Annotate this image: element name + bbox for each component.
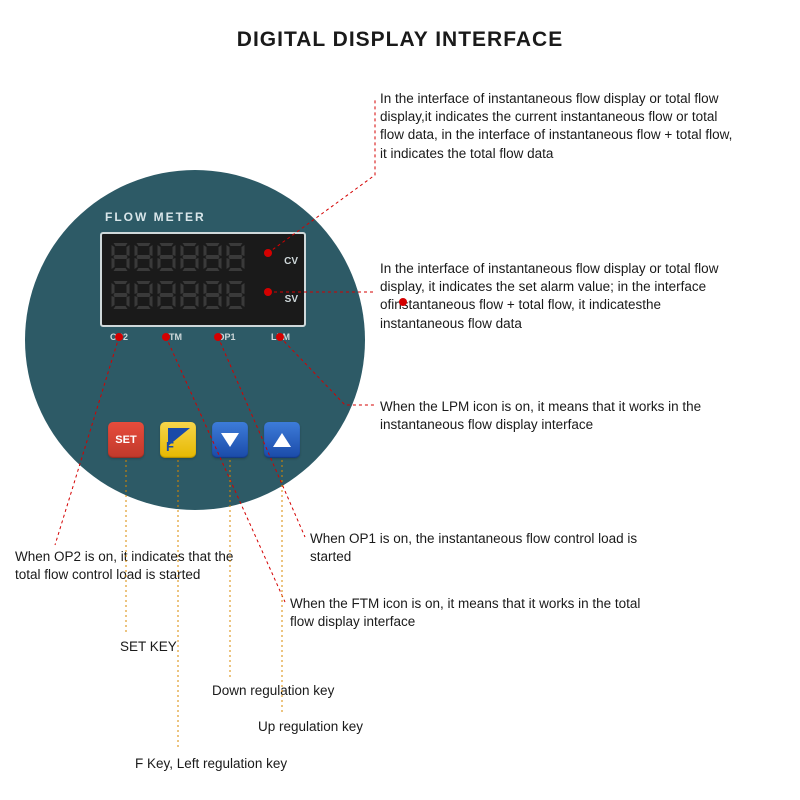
cv-label: CV [284, 256, 298, 267]
chevron-down-icon [221, 433, 239, 447]
ftm-annotation: When the FTM icon is on, it means that i… [290, 595, 660, 631]
chevron-up-icon [273, 433, 291, 447]
down-key-label: Down regulation key [212, 682, 334, 700]
lcd-screen: CV SV [100, 232, 306, 327]
op1-annotation: When OP1 is on, the instantaneous flow c… [310, 530, 670, 566]
page-title: DIGITAL DISPLAY INTERFACE [237, 28, 563, 52]
sv-label: SV [285, 294, 298, 305]
up-key-label: Up regulation key [258, 718, 363, 736]
lcd-row-cv [110, 242, 246, 272]
lcd-row-sv [110, 280, 246, 310]
indicator-row: OP2 FTM OP1 LPM [110, 332, 290, 342]
set-key-label: SET KEY [120, 638, 177, 656]
f-key-label: F Key, Left regulation key [135, 755, 287, 773]
indicator-op1: OP1 [217, 332, 235, 342]
lpm-annotation: When the LPM icon is on, it means that i… [380, 398, 720, 434]
cv-annotation: In the interface of instantaneous flow d… [380, 90, 740, 163]
up-button[interactable] [264, 422, 300, 458]
sv-annotation: In the interface of instantaneous flow d… [380, 260, 740, 333]
device-label: FLOW METER [105, 210, 206, 224]
set-button[interactable]: SET [108, 422, 144, 458]
f-button[interactable]: F [160, 422, 196, 458]
down-button[interactable] [212, 422, 248, 458]
indicator-lpm: LPM [271, 332, 290, 342]
indicator-ftm: FTM [164, 332, 183, 342]
f-letter: F [166, 439, 174, 454]
indicator-op2: OP2 [110, 332, 128, 342]
button-row: SET F [108, 422, 300, 458]
op2-annotation: When OP2 is on, it indicates that the to… [15, 548, 255, 584]
